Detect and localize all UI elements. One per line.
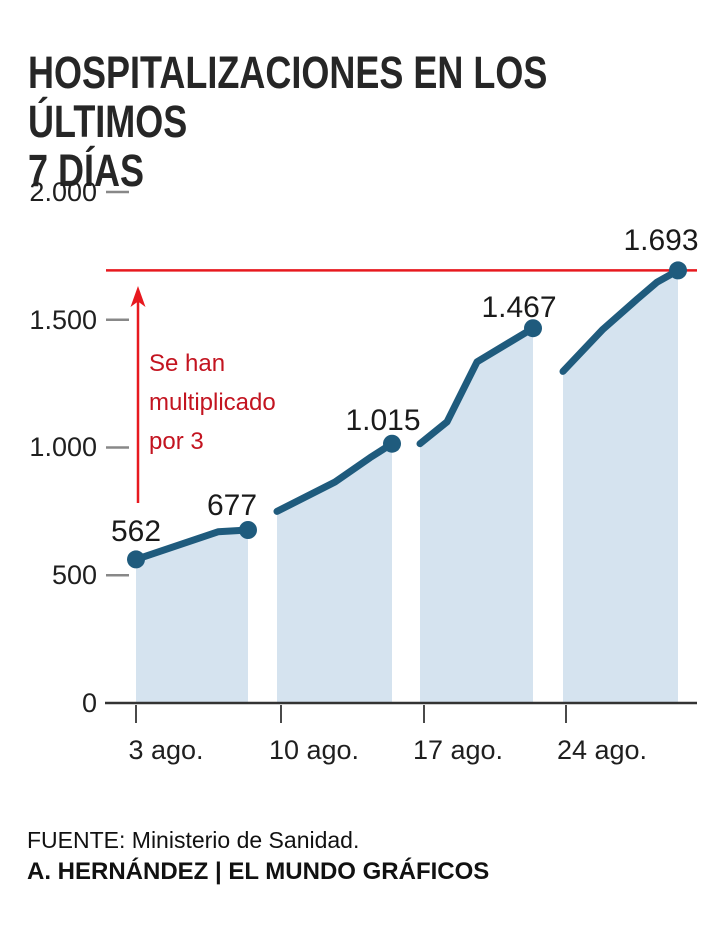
source-text: FUENTE: Ministerio de Sanidad. bbox=[27, 827, 360, 853]
y-axis-label: 500 bbox=[51, 560, 97, 590]
x-axis-label: 3 ago. bbox=[128, 735, 204, 765]
y-axis-label: 0 bbox=[81, 688, 97, 718]
page-title-line1: HOSPITALIZACIONES EN LOS ÚLTIMOS bbox=[28, 47, 548, 147]
annotation-text: Se han multiplicado por 3 bbox=[149, 350, 276, 455]
y-axis-label: 1.500 bbox=[29, 305, 97, 335]
x-axis-label: 17 ago. bbox=[412, 735, 504, 765]
data-label: 1.693 bbox=[623, 224, 699, 257]
y-axis-label: 1.000 bbox=[29, 432, 97, 462]
page-title: HOSPITALIZACIONES EN LOS ÚLTIMOS 7 DÍAS bbox=[28, 48, 700, 195]
data-label: 1.467 bbox=[481, 291, 557, 324]
data-label: 562 bbox=[110, 515, 162, 548]
data-label: 677 bbox=[206, 489, 258, 522]
page-title-line2: 7 DÍAS bbox=[28, 145, 145, 196]
x-axis-label: 10 ago. bbox=[268, 735, 360, 765]
y-axis-label: 2.000 bbox=[29, 177, 97, 207]
data-label: 1.015 bbox=[345, 404, 421, 437]
x-axis-label: 24 ago. bbox=[556, 735, 648, 765]
credit-text: A. HERNÁNDEZ | EL MUNDO GRÁFICOS bbox=[27, 858, 490, 885]
